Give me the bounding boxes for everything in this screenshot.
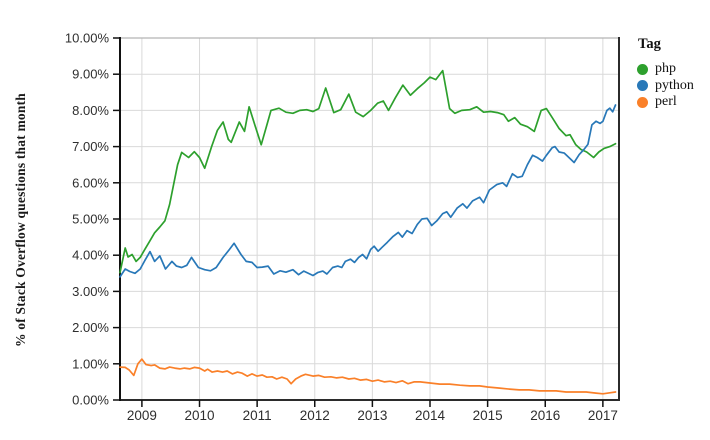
x-tick-label: 2016 (530, 408, 560, 423)
series-line-perl (119, 358, 617, 395)
series-line-php (119, 69, 617, 274)
y-tick-label: 10.00% (65, 31, 110, 46)
y-tick-label: 7.00% (72, 139, 109, 154)
y-axis-title: % of Stack Overflow questions that month (13, 93, 28, 348)
x-tick-label: 2013 (357, 408, 387, 423)
legend-label-python: python (655, 77, 694, 93)
x-tick-label: 2015 (473, 408, 503, 423)
legend-swatch-php (637, 63, 648, 75)
x-tick-label: 2010 (184, 408, 214, 423)
y-tick-label: 0.00% (72, 393, 109, 408)
y-tick-label: 3.00% (72, 284, 109, 299)
series-line-python (119, 104, 617, 278)
y-tick-label: 6.00% (72, 175, 109, 190)
legend-swatch-python (637, 80, 648, 92)
legend-item-php: php (637, 61, 694, 78)
legend-item-python: python (637, 78, 694, 95)
x-tick-label: 2014 (415, 408, 446, 423)
y-tick-label: 5.00% (72, 212, 109, 227)
legend-label-perl: perl (655, 94, 677, 109)
legend-swatch-perl (637, 96, 648, 108)
x-tick-label: 2012 (300, 408, 330, 423)
x-tick-label: 2017 (588, 408, 618, 423)
y-tick-label: 9.00% (72, 67, 109, 82)
legend-label-php: php (655, 61, 676, 76)
y-tick-label: 4.00% (72, 248, 109, 263)
x-tick-label: 2011 (243, 408, 272, 423)
chart-legend: Tag php python perl (637, 36, 694, 111)
legend-items: php python perl (637, 61, 694, 111)
x-tick-label: 2009 (127, 408, 157, 423)
y-tick-label: 1.00% (72, 356, 109, 371)
legend-title: Tag (638, 36, 661, 52)
y-tick-label: 8.00% (72, 103, 109, 118)
legend-item-perl: perl (637, 94, 694, 111)
y-tick-label: 2.00% (72, 320, 109, 335)
